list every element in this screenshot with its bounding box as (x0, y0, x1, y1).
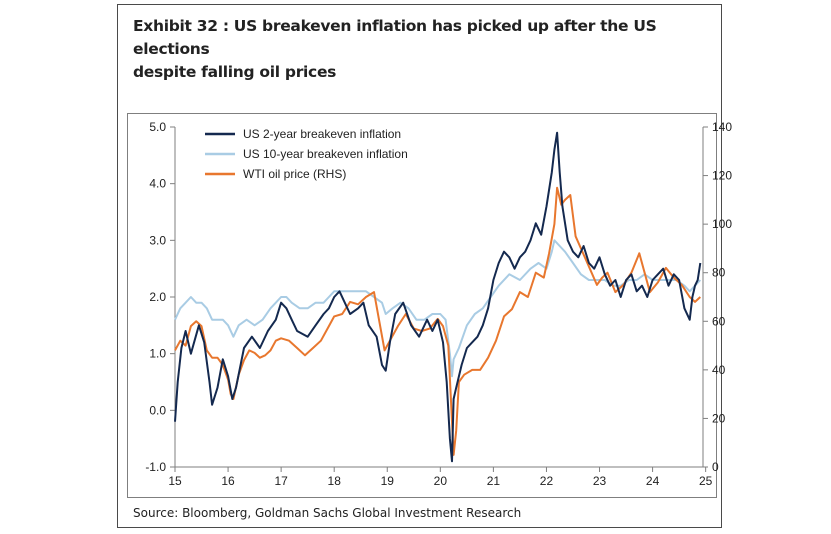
x-tick-label: 22 (540, 474, 554, 488)
x-tick-label: 19 (381, 474, 395, 488)
chart-title-line-1: Exhibit 32 : US breakeven inflation has … (133, 17, 657, 58)
plot-area-border (127, 113, 717, 498)
source-note: Source: Bloomberg, Goldman Sachs Global … (133, 506, 522, 520)
y-right-tick-label: 40 (712, 363, 726, 377)
x-tick-label: 16 (221, 474, 235, 488)
y-right-tick-label: 80 (712, 266, 726, 280)
y-right-tick-label: 60 (712, 314, 726, 328)
x-tick-label: 24 (646, 474, 660, 488)
x-tick-label: 15 (168, 474, 182, 488)
y-left-tick-label: 0.0 (149, 403, 166, 417)
chart-axes: -1.0 0.0 1.0 2.0 3.0 4.0 5.0 0 20 40 60 80 100 120 140… (145, 120, 732, 488)
exhibit-frame (117, 4, 722, 528)
y-left-tick-label: 4.0 (149, 177, 166, 191)
x-tick-label: 21 (487, 474, 501, 488)
chart-legend: US 2-year breakeven inflation US 10-year … (205, 127, 408, 181)
chart-title-line-2: despite falling oil prices (133, 63, 337, 81)
us-2y-breakeven-line (174, 131, 702, 463)
y-left-tick-label: -1.0 (145, 460, 166, 474)
chart-series (174, 131, 702, 463)
y-right-tick-label: 140 (712, 120, 732, 134)
y-right-tick-label: 120 (712, 169, 732, 183)
wti-oil-price-line (174, 186, 701, 456)
y-left-tick-label: 5.0 (149, 120, 166, 134)
legend-us-10y-label: US 10-year breakeven inflation (243, 147, 408, 161)
x-tick-label: 25 (699, 474, 713, 488)
x-tick-label: 18 (328, 474, 342, 488)
y-left-tick-label: 1.0 (149, 347, 166, 361)
y-right-tick-label: 20 (712, 411, 726, 425)
x-tick-label: 23 (593, 474, 607, 488)
us-10y-breakeven-line (174, 239, 702, 378)
x-tick-label: 20 (434, 474, 448, 488)
y-left-tick-label: 3.0 (149, 233, 166, 247)
y-right-tick-label: 0 (712, 460, 719, 474)
x-tick-label: 17 (274, 474, 288, 488)
y-left-tick-label: 2.0 (149, 290, 166, 304)
chart-title: Exhibit 32 : US breakeven inflation has … (133, 15, 713, 84)
y-right-tick-label: 100 (712, 217, 732, 231)
legend-wti-label: WTI oil price (RHS) (243, 167, 346, 181)
legend-us-2y-label: US 2-year breakeven inflation (243, 127, 401, 141)
